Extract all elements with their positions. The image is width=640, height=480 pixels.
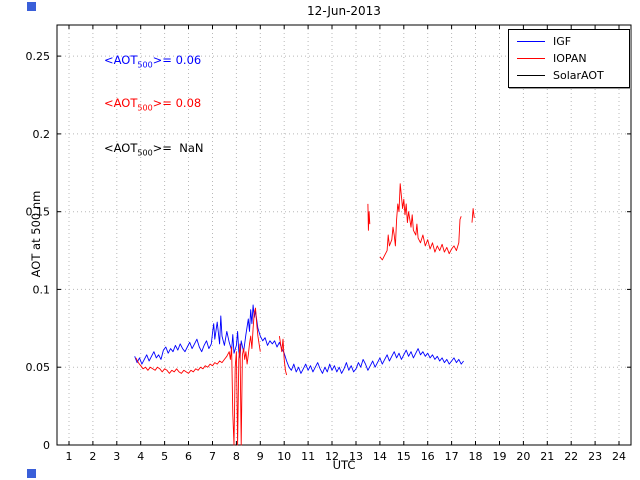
legend: IGF IOPAN SolarAOT: [508, 29, 630, 88]
annotation-subscript: 500: [137, 148, 153, 158]
svg-text:12: 12: [325, 450, 339, 463]
svg-text:5: 5: [161, 450, 168, 463]
legend-item-igf: IGF: [509, 33, 629, 50]
svg-text:21: 21: [540, 450, 554, 463]
legend-label: SolarAOT: [553, 69, 604, 82]
x-axis-label: UTC: [332, 458, 356, 472]
svg-text:0: 0: [43, 439, 50, 452]
svg-text:20: 20: [516, 450, 530, 463]
legend-line-iopan: [517, 57, 545, 60]
annotation-text: <AOT: [104, 53, 138, 67]
svg-text:17: 17: [445, 450, 459, 463]
svg-text:13: 13: [349, 450, 363, 463]
annotation-subscript: 500: [137, 60, 153, 70]
chart-title: 12-Jun-2013: [307, 4, 381, 18]
svg-text:16: 16: [421, 450, 435, 463]
svg-text:4: 4: [137, 450, 144, 463]
svg-text:6: 6: [185, 450, 192, 463]
svg-text:18: 18: [469, 450, 483, 463]
svg-text:11: 11: [301, 450, 315, 463]
annotation-mean-igf: <AOT500>= 0.06: [104, 53, 201, 69]
svg-text:1: 1: [66, 450, 73, 463]
svg-text:2: 2: [89, 450, 96, 463]
svg-text:24: 24: [612, 450, 626, 463]
legend-label: IOPAN: [553, 52, 587, 65]
svg-text:10: 10: [277, 450, 291, 463]
annotation-subscript: 500: [137, 103, 153, 113]
annotation-text: >= NaN: [152, 141, 204, 155]
screen-artifact-bottom-left: [27, 469, 36, 478]
legend-label: IGF: [553, 35, 572, 48]
annotation-mean-iopan: <AOT500>= 0.08: [104, 96, 201, 112]
annotation-text: <AOT: [104, 141, 138, 155]
svg-text:0.15: 0.15: [26, 206, 51, 219]
svg-text:0.2: 0.2: [33, 128, 51, 141]
svg-text:23: 23: [588, 450, 602, 463]
svg-text:7: 7: [209, 450, 216, 463]
svg-text:9: 9: [257, 450, 264, 463]
legend-line-igf: [517, 40, 545, 43]
svg-text:0.25: 0.25: [26, 50, 51, 63]
annotation-text: <AOT: [104, 96, 138, 110]
y-axis-label: AOT at 500 nm: [29, 190, 43, 278]
svg-text:14: 14: [373, 450, 387, 463]
svg-text:8: 8: [233, 450, 240, 463]
screen-artifact-top-left: [27, 2, 36, 11]
annotation-text: >= 0.06: [152, 53, 202, 67]
svg-text:0.05: 0.05: [26, 361, 51, 374]
legend-item-solaraot: SolarAOT: [509, 67, 629, 84]
svg-text:19: 19: [493, 450, 507, 463]
annotation-text: >= 0.08: [152, 96, 202, 110]
legend-item-iopan: IOPAN: [509, 50, 629, 67]
annotation-mean-solaraot: <AOT500>= NaN: [104, 141, 204, 157]
legend-line-solaraot: [517, 74, 545, 77]
svg-text:15: 15: [397, 450, 411, 463]
svg-text:3: 3: [113, 450, 120, 463]
svg-text:22: 22: [564, 450, 578, 463]
svg-text:0.1: 0.1: [33, 283, 51, 296]
